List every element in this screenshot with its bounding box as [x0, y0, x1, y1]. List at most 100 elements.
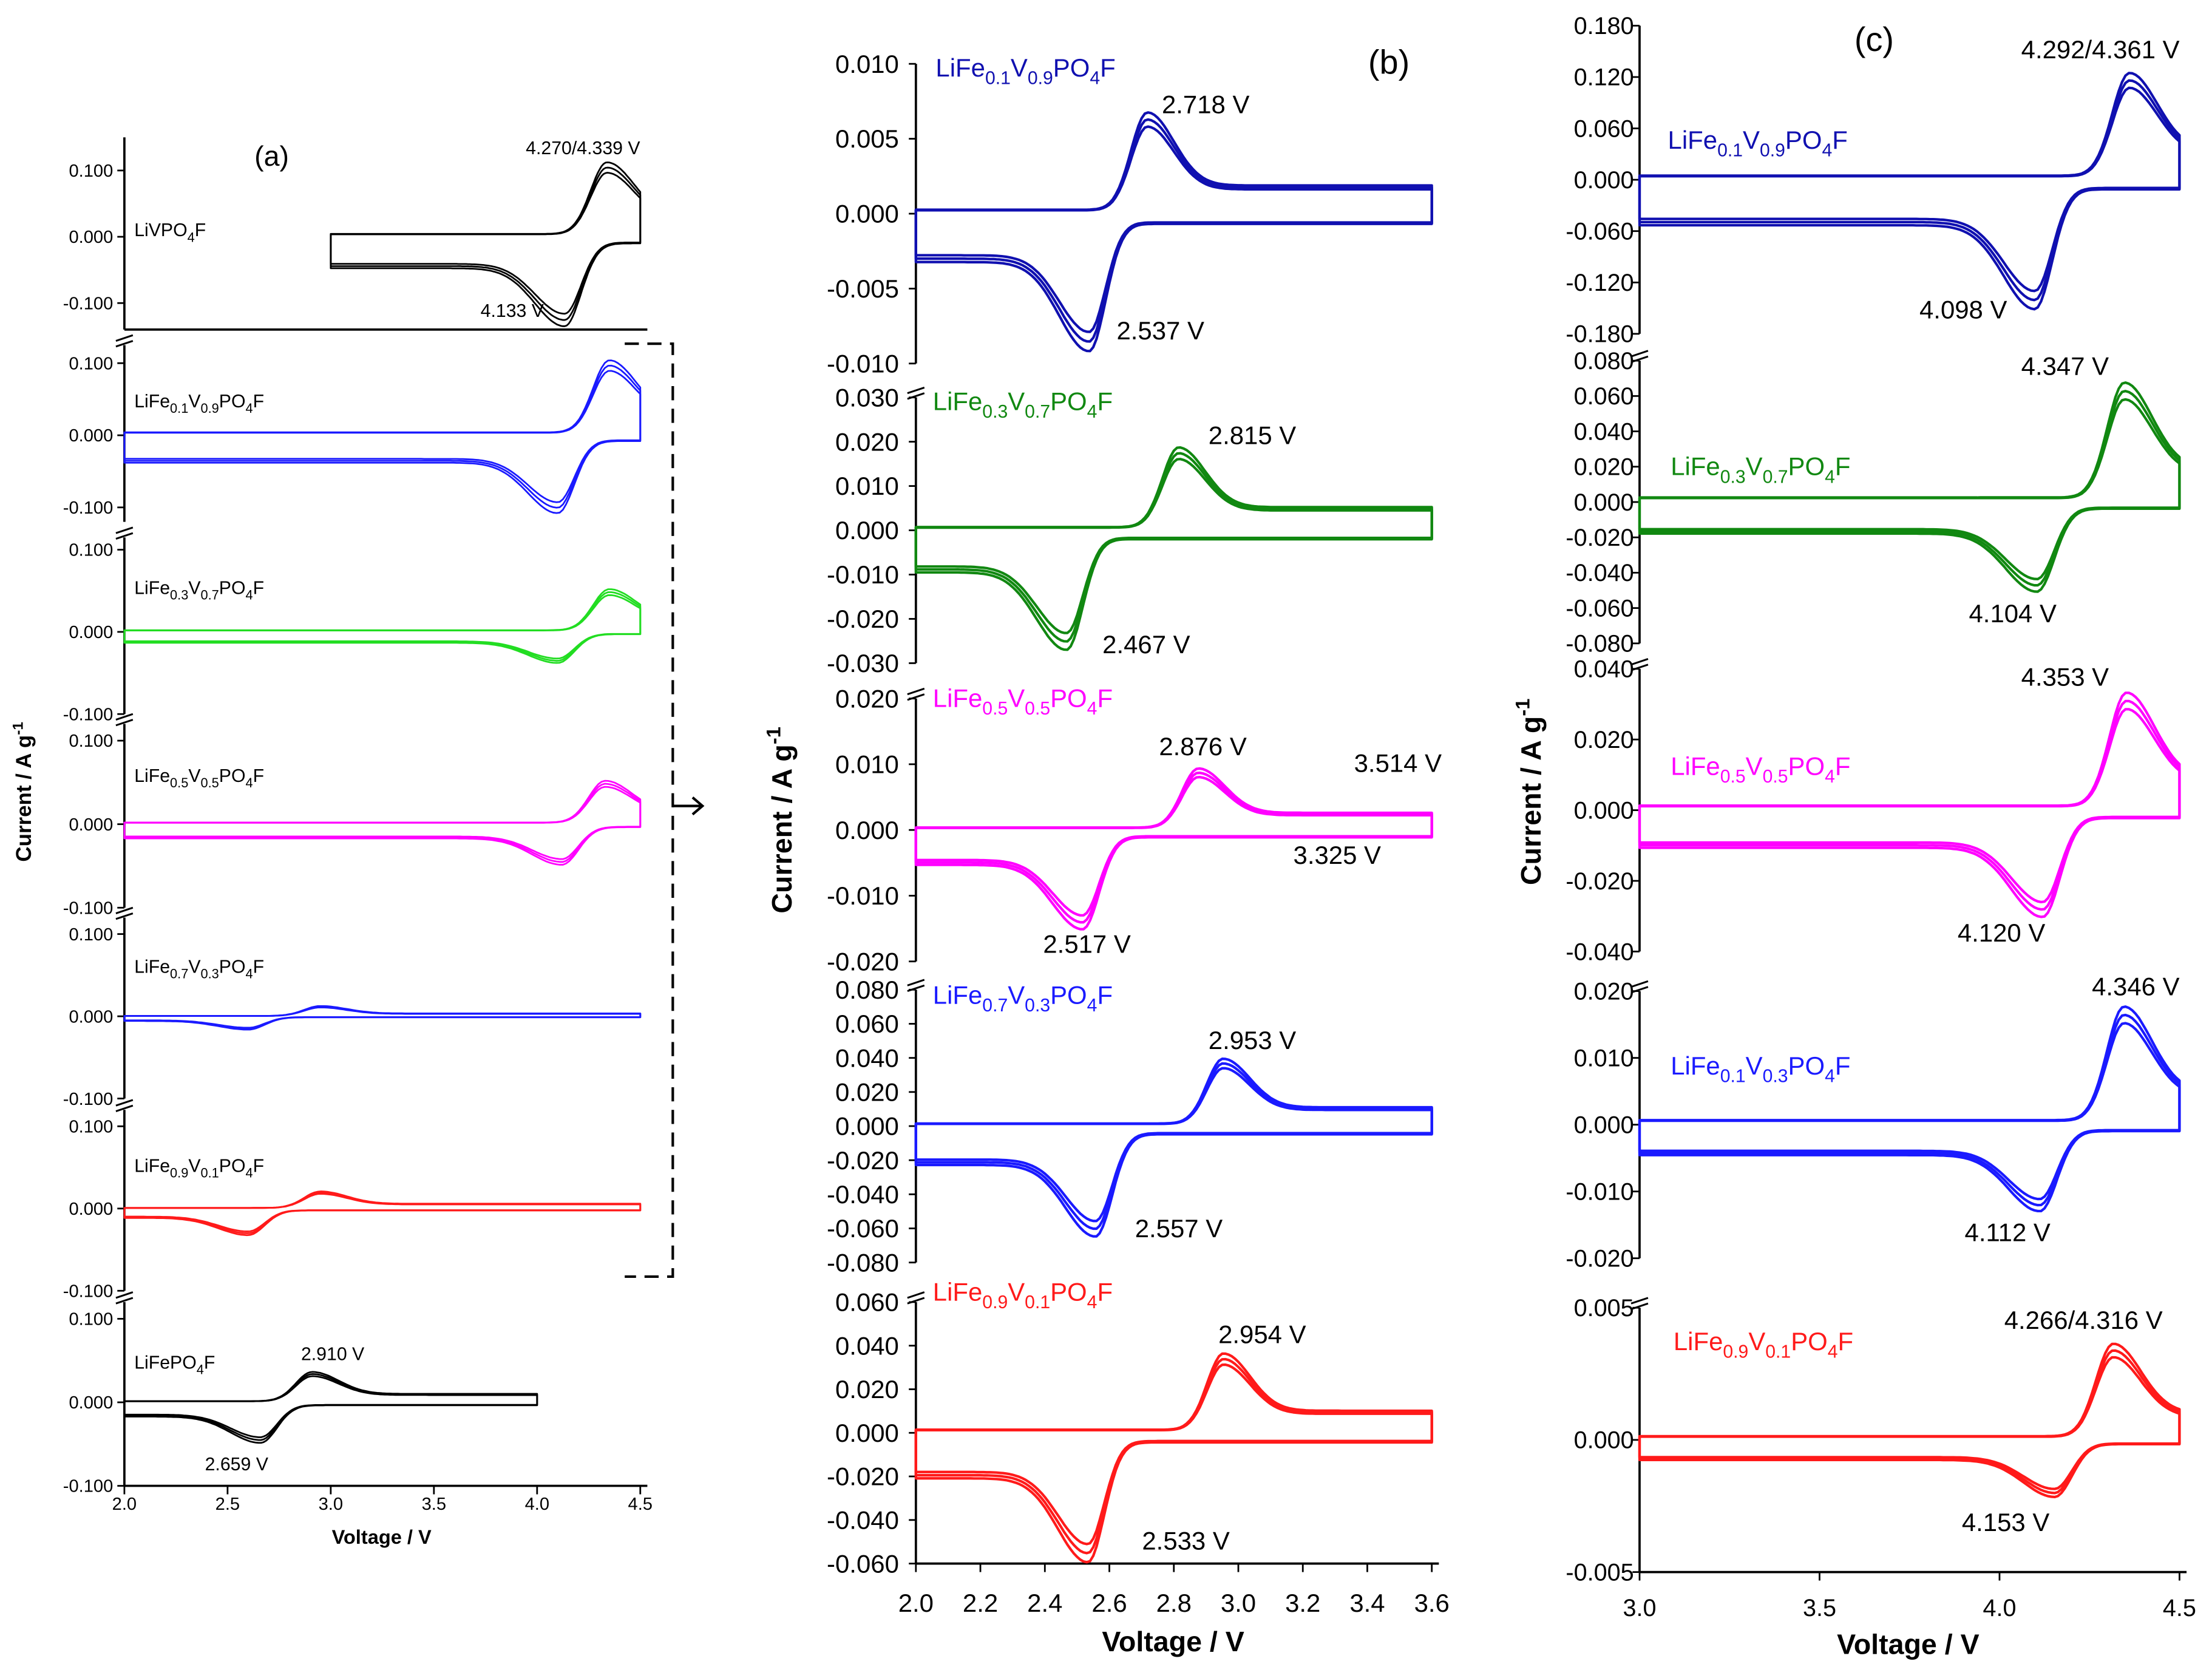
- cv-curve-cycle-1: [914, 446, 1433, 651]
- peak-annotation: 2.659 V: [205, 1455, 269, 1475]
- subscript: 0.5: [1763, 767, 1788, 787]
- x-tick-label: 4.0: [525, 1495, 549, 1514]
- peak-annotation: 4.353 V: [2021, 663, 2109, 691]
- y-tick-label: 0.100: [69, 925, 113, 945]
- y-tick-label: 0.005: [835, 124, 899, 153]
- formula-text: V: [1743, 126, 1760, 154]
- formula-text: F: [1835, 1051, 1851, 1080]
- subscript: 4: [1087, 1292, 1098, 1312]
- compound-label: LiFe0.5V0.5PO4F: [134, 766, 264, 790]
- subscript: 0.5: [170, 775, 188, 790]
- y-tick-label: 0.060: [835, 1288, 899, 1317]
- formula-text: V: [188, 766, 201, 786]
- subplot-c-4: 0.020 0.010 0.000 -0.010 -0.020 LiFe0.1V0.3PO…: [1566, 973, 2181, 1272]
- x-tick-label: 4.5: [2163, 1595, 2196, 1621]
- peak-annotation: 3.514 V: [1354, 749, 1442, 778]
- subscript: 4: [1087, 699, 1098, 719]
- peak-annotation: 2.953 V: [1209, 1026, 1297, 1054]
- formula-text: F: [1835, 452, 1851, 481]
- y-tick-label: 0.010: [835, 472, 899, 500]
- peak-annotation: 2.517 V: [1043, 930, 1131, 959]
- cv-curve-cycle-3: [914, 1067, 1433, 1223]
- y-tick-label: 0.030: [835, 383, 899, 412]
- formula-text: LiFe: [1671, 1051, 1720, 1080]
- peak-annotation: 2.537 V: [1116, 316, 1204, 345]
- y-tick-label: 0.020: [1574, 978, 1634, 1005]
- peak-annotation: 4.347 V: [2021, 351, 2109, 380]
- y-tick-label: -0.040: [827, 1506, 899, 1535]
- subscript: 0.3: [201, 966, 219, 981]
- peak-annotation: 2.533 V: [1142, 1526, 1230, 1555]
- y-tick-label: 0.120: [1574, 64, 1634, 91]
- cv-curve-cycle-3: [1638, 1022, 2181, 1201]
- subscript: 0.1: [985, 69, 1011, 89]
- peak-annotation: 2.718 V: [1162, 90, 1250, 119]
- peak-annotation: 4.133 V: [481, 301, 545, 321]
- cv-curve-cycle-3: [123, 1193, 642, 1232]
- cv-curve-cycle-2: [914, 1062, 1433, 1231]
- subscript: 0.7: [201, 587, 219, 602]
- formula-text: LiFe: [935, 53, 985, 82]
- y-tick-label: 0.010: [1574, 1045, 1634, 1071]
- x-tick-label: 3.0: [1221, 1589, 1256, 1617]
- formula-text: LiFe: [1671, 752, 1720, 780]
- cv-curve-cycle-3: [1638, 86, 2181, 293]
- x-tick-label: 3.0: [1623, 1595, 1656, 1621]
- formula-text: V: [188, 578, 201, 598]
- peak-annotation: 4.270/4.339 V: [526, 138, 640, 158]
- y-tick-label: 0.100: [69, 1310, 113, 1329]
- y-tick-label: 0.020: [835, 1375, 899, 1404]
- cv-curve-cycle-3: [1638, 708, 2181, 904]
- formula-text: PO: [219, 578, 246, 598]
- y-tick-label: -0.040: [1566, 939, 1634, 965]
- peak-annotation: 4.112 V: [1965, 1218, 2051, 1247]
- y-tick-label: -0.010: [1566, 1179, 1634, 1206]
- y-tick-label: 0.000: [835, 1419, 899, 1447]
- formula-text: LiFe: [134, 957, 170, 977]
- compound-label: LiFe0.7V0.3PO4F: [134, 957, 264, 981]
- formula-text: LiFe: [1674, 1327, 1723, 1356]
- subplot-a-2: 0.100 0.000 -0.100 LiFe0.1V0.9PO4F: [63, 334, 642, 522]
- subplot-b-1: 0.010 0.005 0.000 -0.005 -0.010 LiFe0.1V0.9PO…: [827, 50, 1433, 378]
- subscript: 4: [1087, 402, 1098, 422]
- y-tick-label: 0.060: [1574, 383, 1634, 410]
- panel-label: (c): [1854, 20, 1894, 58]
- subplot-a-3: 0.100 0.000 -0.100 LiFe0.3V0.7PO4F: [63, 526, 642, 724]
- y-tick-label: 0.080: [1574, 348, 1634, 375]
- y-tick-label: -0.060: [1566, 595, 1634, 622]
- formula-text: PO: [1785, 126, 1822, 154]
- y-tick-label: 0.020: [1574, 454, 1634, 481]
- cv-curve-cycle-3: [123, 370, 642, 503]
- formula-text: F: [253, 578, 264, 598]
- compound-label: LiFe0.1V0.9PO4F: [935, 53, 1115, 89]
- panel-b: (b) Voltage / V Current / A g-1 2.0 2.2 2.4 2.…: [762, 42, 1450, 1657]
- compound-label: LiFe0.3V0.7PO4F: [933, 387, 1113, 423]
- y-tick-label: 0.000: [69, 426, 113, 446]
- subplot-c-1: 0.180 0.120 0.060 0.000 -0.060 -0.120 -0.180 Li…: [1566, 13, 2181, 348]
- x-tick-label: 2.8: [1156, 1589, 1192, 1617]
- y-tick-label: 0.000: [69, 1007, 113, 1027]
- subscript: 0.9: [1028, 69, 1053, 89]
- formula-text: F: [1832, 126, 1848, 154]
- subscript: 4: [246, 966, 253, 981]
- formula-text: F: [1100, 53, 1116, 82]
- y-tick-label: -0.020: [1566, 868, 1634, 895]
- formula-text: F: [253, 392, 264, 412]
- subscript: 0.1: [201, 1166, 219, 1181]
- cv-curve-cycle-1: [123, 1190, 642, 1237]
- y-tick-label: -0.080: [827, 1248, 899, 1277]
- subscript: 4: [1825, 767, 1835, 787]
- y-tick-label: 0.010: [835, 750, 899, 779]
- peak-annotation: 2.815 V: [1209, 421, 1297, 450]
- subscript: 0.1: [1025, 1292, 1050, 1312]
- peak-annotation: 4.104 V: [1969, 599, 2057, 628]
- x-axis-title: Voltage / V: [1837, 1629, 1980, 1660]
- x-tick-label: 3.2: [1285, 1589, 1320, 1617]
- formula-text: PO: [1791, 1327, 1828, 1356]
- peak-annotation: 2.910 V: [301, 1344, 365, 1364]
- y-tick-label: 0.020: [1574, 727, 1634, 753]
- y-tick-label: 0.100: [69, 732, 113, 751]
- formula-text: V: [1746, 752, 1763, 780]
- y-tick-label: 0.005: [1574, 1295, 1634, 1322]
